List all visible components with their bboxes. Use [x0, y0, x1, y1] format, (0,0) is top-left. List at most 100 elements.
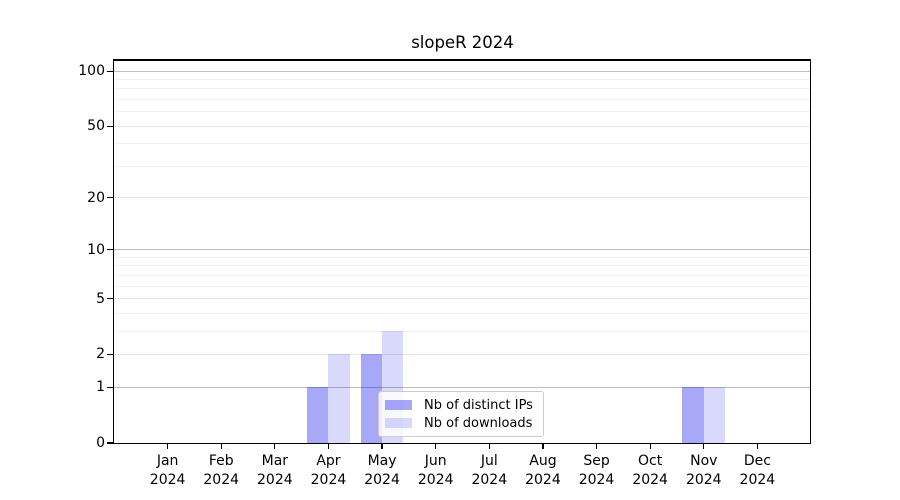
x-tick-year: 2024 [739, 472, 776, 488]
bar-downloads-apr [328, 354, 350, 445]
legend-entry: Nb of downloads [385, 414, 543, 432]
x-tick-year: 2024 [685, 472, 722, 488]
x-tick-label: Aug 2024 [516, 452, 570, 490]
legend-entry: Nb of distinct IPs [385, 396, 543, 414]
y-tick-mark [106, 297, 114, 300]
x-tick-label: Apr 2024 [301, 452, 355, 490]
x-tick-year: 2024 [149, 472, 186, 488]
legend: Nb of distinct IPs Nb of downloads [378, 391, 544, 437]
x-tick-mark [220, 444, 222, 450]
legend-swatch-icon [385, 418, 412, 428]
x-tick-month: Oct [638, 453, 663, 469]
x-tick-label: Oct 2024 [623, 452, 677, 490]
x-tick-month: Nov [690, 453, 718, 469]
y-tick-mark [106, 353, 114, 356]
x-tick-year: 2024 [471, 472, 508, 488]
x-tick-month: Jun [424, 453, 447, 469]
x-tick-month: Sep [583, 453, 610, 469]
gridline-minor [114, 99, 811, 101]
legend-label: Nb of downloads [424, 415, 533, 431]
y-tick-label: 50 [87, 118, 105, 135]
y-tick-label: 5 [96, 290, 105, 307]
chart-title: slopeR 2024 [411, 33, 514, 52]
x-tick-label: Nov 2024 [677, 452, 731, 490]
axis-spine-right [810, 59, 812, 445]
y-tick-mark [106, 197, 114, 199]
x-tick-month: Apr [316, 453, 341, 469]
x-tick-month: Feb [208, 453, 234, 469]
x-tick-year: 2024 [203, 472, 240, 488]
x-tick-year: 2024 [257, 472, 293, 488]
x-tick-year: 2024 [632, 472, 668, 488]
bar-downloads-nov [703, 387, 725, 445]
bar-distinct-ips-apr [306, 387, 329, 445]
gridline-minor [114, 285, 811, 287]
gridline-minor [114, 330, 811, 332]
x-tick-label: Dec 2024 [730, 452, 784, 490]
x-tick-mark [166, 444, 169, 450]
x-tick-mark [327, 444, 330, 450]
legend-swatch-icon [385, 400, 412, 410]
gridline-major [114, 353, 811, 355]
x-tick-mark [381, 444, 383, 450]
x-tick-mark [274, 444, 276, 450]
y-tick-mark [106, 442, 114, 444]
bar-distinct-ips-may [360, 354, 382, 445]
x-tick-mark [756, 444, 759, 450]
x-tick-month: Dec [743, 453, 771, 469]
gridline-decade [114, 70, 811, 72]
x-tick-month: Mar [261, 453, 289, 469]
y-tick-label: 100 [78, 63, 105, 80]
y-tick-label: 20 [87, 189, 105, 206]
bar-distinct-ips-nov [682, 387, 704, 445]
x-tick-mark [488, 444, 490, 450]
x-tick-year: 2024 [310, 472, 347, 488]
x-tick-month: Jul [480, 453, 498, 469]
gridline-minor [114, 165, 811, 167]
y-tick-label: 0 [96, 435, 105, 451]
x-tick-label: Jan 2024 [141, 452, 195, 490]
y-tick-label: 1 [96, 379, 105, 396]
x-tick-label: Sep 2024 [570, 452, 624, 490]
x-tick-month: Jan [156, 453, 179, 469]
x-tick-mark [649, 444, 651, 450]
axis-spine-bottom [112, 442, 812, 445]
x-tick-label: Jun 2024 [409, 452, 463, 490]
x-tick-year: 2024 [417, 472, 454, 488]
gridline-decade [114, 386, 811, 388]
x-tick-year: 2024 [578, 472, 615, 488]
x-tick-label: Feb 2024 [194, 452, 248, 490]
x-tick-year: 2024 [525, 472, 561, 488]
axis-spine-left [112, 59, 115, 445]
gridline-minor [114, 143, 811, 145]
x-tick-mark [595, 444, 598, 450]
gridline-major [114, 298, 811, 300]
x-tick-year: 2024 [364, 472, 400, 488]
legend-label: Nb of distinct IPs [424, 397, 533, 413]
gridline-minor [114, 88, 811, 90]
y-tick-label: 10 [87, 241, 105, 258]
gridline-minor [114, 265, 811, 267]
x-tick-mark [542, 444, 544, 450]
y-tick-mark [106, 386, 114, 388]
x-tick-mark [435, 444, 437, 450]
gridline-minor [114, 111, 811, 113]
gridline-major [114, 125, 811, 127]
gridline-minor [114, 312, 811, 314]
gridline-minor [114, 256, 811, 258]
x-tick-month: Aug [529, 453, 557, 469]
gridline-minor [114, 79, 811, 81]
gridline-minor [114, 274, 811, 276]
x-tick-month: May [367, 453, 397, 469]
gridline-decade [114, 249, 811, 251]
y-tick-mark [106, 249, 114, 251]
axis-spine-top [112, 59, 812, 61]
x-tick-mark [703, 444, 705, 450]
y-tick-label: 2 [96, 346, 105, 363]
x-tick-label: Jul 2024 [462, 452, 516, 490]
gridline-major [114, 197, 811, 199]
y-tick-mark [106, 70, 114, 72]
y-tick-mark [106, 125, 114, 127]
